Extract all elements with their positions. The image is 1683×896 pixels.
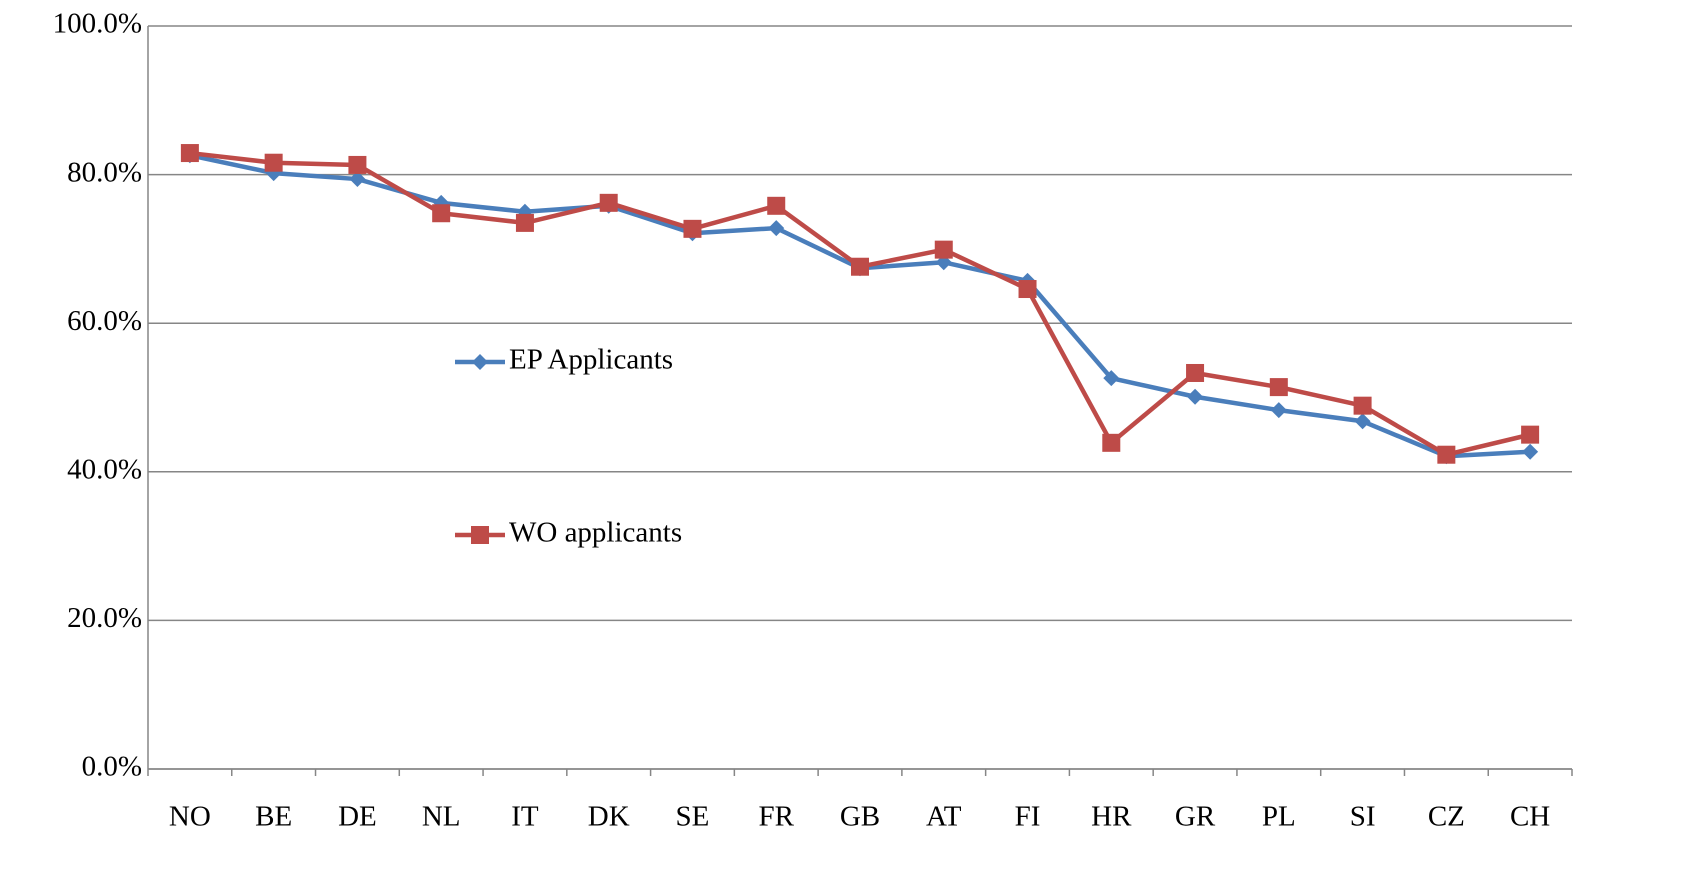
data-point — [432, 204, 451, 223]
data-point — [1522, 443, 1539, 460]
x-tick-label: BE — [255, 801, 292, 833]
data-point — [1270, 402, 1287, 419]
data-point — [1521, 425, 1540, 444]
data-point — [934, 240, 953, 259]
y-tick-label: 100.0% — [53, 8, 142, 40]
series-line — [189, 153, 1531, 459]
data-point — [264, 153, 283, 172]
data-point — [1269, 378, 1288, 397]
x-tick-label: NO — [169, 801, 211, 833]
data-point — [1354, 413, 1371, 430]
y-tick-label: 0.0% — [82, 751, 142, 783]
data-point — [1186, 363, 1205, 382]
data-point — [180, 144, 199, 163]
data-point — [683, 219, 702, 238]
x-tick-label: GR — [1175, 801, 1216, 833]
x-tick-label: AT — [926, 801, 962, 833]
legend-label: WO applicants — [509, 517, 682, 549]
legend-marker — [471, 526, 489, 544]
x-tick-label: SE — [676, 801, 710, 833]
x-tick-label: IT — [511, 801, 539, 833]
x-tick-label: SI — [1350, 801, 1376, 833]
data-point — [1437, 445, 1456, 464]
data-point — [1102, 433, 1121, 452]
data-point — [1018, 280, 1037, 299]
x-tick-label: CZ — [1428, 801, 1465, 833]
x-tick-label: FR — [758, 801, 794, 833]
data-point — [1353, 396, 1372, 415]
data-point — [515, 213, 534, 232]
data-point — [1187, 388, 1204, 405]
data-point — [768, 220, 785, 237]
legend-label: EP Applicants — [509, 344, 673, 376]
x-tick-label: DE — [338, 801, 377, 833]
data-point — [599, 193, 618, 212]
data-point — [767, 196, 786, 215]
y-tick-label: 80.0% — [67, 156, 142, 188]
x-tick-label: PL — [1262, 801, 1296, 833]
x-tick-label: DK — [588, 801, 630, 833]
data-point — [851, 257, 869, 276]
y-tick-label: 20.0% — [67, 602, 142, 634]
x-tick-label: HR — [1091, 801, 1132, 833]
x-tick-label: CH — [1510, 801, 1550, 833]
data-point — [1103, 370, 1120, 387]
x-tick-label: NL — [422, 801, 461, 833]
legend-marker — [472, 354, 488, 370]
data-point — [348, 155, 367, 174]
series-line — [189, 150, 1531, 457]
x-tick-label: GB — [840, 801, 880, 833]
data-point — [935, 254, 952, 271]
x-tick-label: FI — [1015, 801, 1041, 833]
y-tick-label: 60.0% — [67, 305, 142, 337]
data-point — [349, 171, 366, 188]
y-tick-label: 40.0% — [67, 453, 142, 485]
